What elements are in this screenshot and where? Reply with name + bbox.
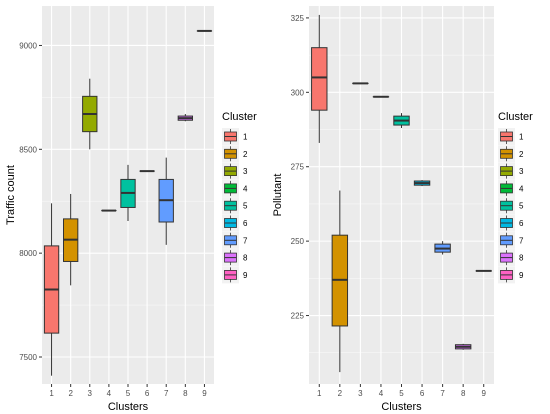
x-tick-label: 7 [440, 389, 445, 398]
x-tick-label: 2 [338, 389, 343, 398]
legend-label: 2 [243, 150, 248, 159]
x-tick-label: 2 [68, 389, 73, 398]
box-cluster-7 [434, 241, 451, 255]
box-cluster-1 [311, 14, 328, 143]
y-tick-label: 7500 [19, 353, 37, 362]
legend-item-6: 6 [222, 214, 248, 232]
legend-item-2: 2 [498, 145, 524, 163]
x-tick-label: 4 [379, 389, 384, 398]
x-tick-label: 9 [202, 389, 207, 398]
legend-item-4: 4 [498, 179, 524, 197]
x-axis-title: Clusters [108, 401, 149, 413]
y-axis-ticks: 7500 8000 8500 9000 [19, 41, 42, 362]
y-tick-label: 250 [291, 237, 305, 246]
legend-item-8: 8 [222, 249, 248, 267]
box-cluster-2 [331, 190, 349, 373]
x-tick-label: 6 [145, 389, 150, 398]
legend-label: 4 [519, 184, 524, 193]
legend-items: 1 2 3 4 5 6 7 8 9 [498, 128, 524, 284]
x-tick-label: 9 [481, 389, 486, 398]
box-cluster-7 [158, 157, 174, 245]
box-iqr [311, 47, 328, 111]
legend-title: Cluster [222, 111, 257, 123]
x-tick-label: 1 [317, 389, 322, 398]
legend-label: 3 [519, 167, 524, 176]
legend-label: 5 [243, 202, 248, 211]
box-cluster-8 [177, 114, 194, 122]
x-axis-ticks: 1 2 3 4 5 6 7 8 9 [49, 384, 207, 398]
box-series [43, 29, 213, 376]
y-tick-label: 275 [291, 163, 305, 172]
legend-label: 1 [243, 133, 248, 142]
grid-lines [309, 6, 494, 384]
x-tick-label: 1 [49, 389, 54, 398]
legend: Cluster 1 2 3 4 5 6 7 8 9 [222, 111, 257, 284]
legend-item-7: 7 [222, 231, 248, 249]
y-tick-label: 8500 [19, 145, 37, 154]
legend-item-1: 1 [222, 128, 248, 145]
x-tick-label: 3 [88, 389, 93, 398]
x-tick-label: 5 [126, 389, 131, 398]
legend-item-5: 5 [498, 197, 524, 215]
legend-label: 9 [243, 271, 248, 280]
legend-label: 1 [519, 133, 524, 142]
legend-item-9: 9 [498, 266, 524, 284]
legend-label: 5 [519, 202, 524, 211]
legend-label: 9 [519, 271, 524, 280]
y-tick-label: 300 [291, 88, 305, 97]
box-cluster-5 [120, 164, 136, 221]
legend-label: 2 [519, 150, 524, 159]
legend-item-5: 5 [222, 197, 248, 215]
y-tick-label: 9000 [19, 41, 37, 50]
x-tick-label: 7 [164, 389, 169, 398]
traffic-count-chart: 7500 8000 8500 9000 1 2 3 4 5 6 7 8 9 Clusters Traf… [5, 6, 257, 413]
box-cluster-1 [43, 203, 60, 376]
legend-label: 8 [519, 254, 524, 263]
x-tick-label: 4 [107, 389, 112, 398]
y-axis-ticks: 225 250 275 300 325 [291, 14, 309, 321]
y-axis-title: Traffic count [5, 165, 17, 225]
legend-label: 7 [243, 236, 248, 245]
legend-label: 6 [519, 219, 524, 228]
box-cluster-2 [63, 193, 79, 286]
y-tick-label: 225 [291, 312, 305, 321]
x-tick-label: 8 [461, 389, 466, 398]
y-axis-title: Pollutant [272, 174, 284, 217]
y-tick-label: 325 [291, 14, 305, 23]
x-axis-ticks: 1 2 3 4 5 6 7 8 9 [317, 384, 486, 398]
legend-items: 1 2 3 4 5 6 7 8 9 [222, 128, 248, 284]
legend-item-2: 2 [222, 145, 248, 163]
y-tick-label: 8000 [19, 249, 37, 258]
legend-item-1: 1 [498, 128, 524, 145]
legend-label: 6 [243, 219, 248, 228]
legend-item-3: 3 [498, 162, 524, 180]
legend-label: 8 [243, 254, 248, 263]
legend-label: 3 [243, 167, 248, 176]
legend-label: 4 [243, 184, 248, 193]
x-tick-label: 3 [358, 389, 363, 398]
legend: Cluster 1 2 3 4 5 6 7 8 9 [498, 111, 533, 284]
x-tick-label: 6 [420, 389, 425, 398]
x-axis-title: Clusters [381, 401, 422, 413]
box-series [311, 14, 492, 373]
legend-item-7: 7 [498, 231, 524, 249]
box-cluster-5 [393, 113, 410, 129]
legend-label: 7 [519, 236, 524, 245]
legend-item-9: 9 [222, 266, 248, 284]
box-cluster-6 [413, 180, 431, 187]
legend-title: Cluster [498, 111, 533, 123]
box-cluster-8 [454, 343, 472, 350]
legend-item-3: 3 [222, 162, 248, 180]
x-tick-label: 5 [399, 389, 404, 398]
legend-item-8: 8 [498, 249, 524, 267]
box-cluster-3 [82, 78, 98, 150]
x-tick-label: 8 [183, 389, 188, 398]
legend-item-4: 4 [222, 179, 248, 197]
legend-item-6: 6 [498, 214, 524, 232]
